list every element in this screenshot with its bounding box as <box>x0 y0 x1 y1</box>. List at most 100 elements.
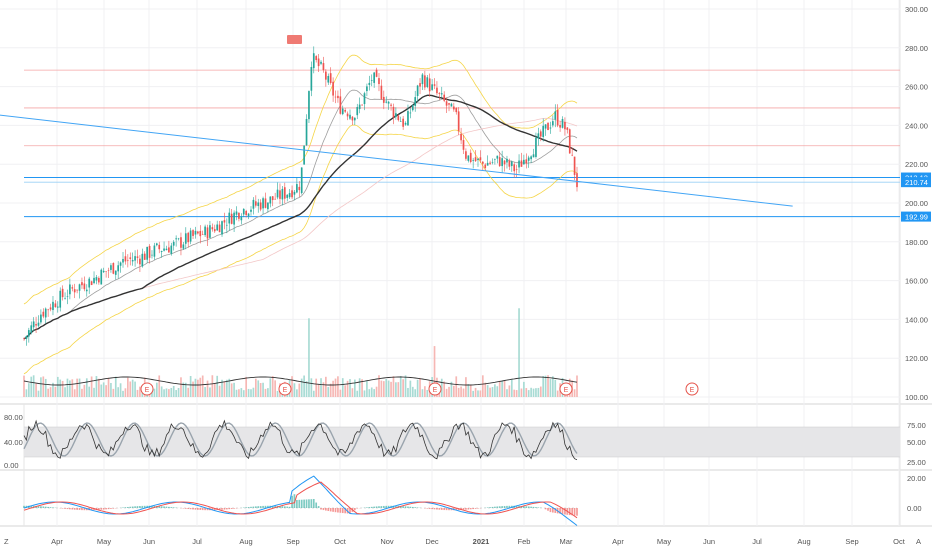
candle-body <box>95 277 98 281</box>
volume-bar <box>230 383 233 397</box>
candle-body <box>274 198 276 200</box>
main-price-pane[interactable] <box>0 0 900 404</box>
macd-histogram-bar <box>204 508 206 511</box>
candle-body <box>259 202 262 210</box>
candle-body <box>496 155 499 159</box>
candlesticks[interactable] <box>23 46 578 346</box>
macd-histogram-bar <box>332 508 334 512</box>
volume-bar <box>122 390 124 397</box>
candle-body <box>76 289 78 291</box>
volume-bar <box>228 378 231 397</box>
volume-bar <box>126 377 129 397</box>
trend-line[interactable] <box>0 114 793 207</box>
macd-histogram-bar <box>428 508 431 509</box>
earnings-marker[interactable]: E <box>140 382 154 396</box>
candle-body <box>206 227 209 239</box>
earnings-marker[interactable]: E <box>685 382 699 396</box>
volume-bar <box>129 381 132 397</box>
macd-histogram-bar <box>366 507 368 508</box>
macd-histogram-bar <box>525 506 528 508</box>
macd-histogram-bar <box>49 507 52 508</box>
volume-bar <box>366 380 368 397</box>
volume-bar <box>204 387 206 397</box>
volume-bar <box>98 378 100 397</box>
earnings-marker[interactable]: E <box>559 382 573 396</box>
candle-body <box>494 159 496 160</box>
candle-body <box>235 211 238 215</box>
volume-bar <box>35 383 37 397</box>
macd-histogram-bar <box>303 499 305 508</box>
candle-body <box>385 101 388 103</box>
candle-body <box>131 259 134 262</box>
candle-body <box>337 95 339 99</box>
candle-body <box>257 202 260 207</box>
price-tick-label: 120.00 <box>905 354 928 363</box>
macd-histogram-bar <box>199 508 202 510</box>
candle-body <box>23 338 25 340</box>
candle-body <box>204 226 206 236</box>
candle-body <box>373 72 375 83</box>
volume-bar <box>329 383 332 397</box>
volume-bar <box>40 377 42 397</box>
volume-bar <box>131 379 134 397</box>
candle-body <box>445 101 448 106</box>
macd-histogram-bar <box>245 507 248 508</box>
macd-histogram-bar <box>462 508 465 510</box>
macd-histogram-bar <box>523 506 525 508</box>
candle-body <box>81 282 83 286</box>
candle-body <box>288 193 291 198</box>
macd-histogram-bar <box>315 502 318 508</box>
macd-indicator <box>23 475 578 526</box>
volume-bar <box>489 387 491 397</box>
volume-bar <box>363 390 366 397</box>
macd-histogram-bar <box>353 508 356 511</box>
price-tick-label: 300.00 <box>905 5 928 14</box>
macd-histogram-bar <box>78 508 81 511</box>
candle-body <box>440 93 443 95</box>
macd-histogram-bar <box>571 508 574 516</box>
volume-bar <box>334 378 337 397</box>
volume-bar <box>443 381 446 397</box>
volume-bar <box>378 375 380 397</box>
macd-histogram-bar <box>433 508 436 510</box>
candle-body <box>148 245 151 258</box>
macd-histogram-bar <box>327 508 330 512</box>
volume-bar <box>42 376 45 397</box>
candle-body <box>194 230 197 235</box>
time-tick-label: Oct <box>893 537 906 546</box>
earnings-marker-circle <box>428 382 442 396</box>
candle-body <box>568 129 571 154</box>
volume-bar <box>124 388 127 397</box>
price-badge-text: 210.74 <box>905 178 928 187</box>
volume-bar <box>44 378 47 397</box>
candle-body <box>397 115 400 121</box>
candle-body <box>547 122 549 131</box>
macd-histogram-bar <box>81 508 83 511</box>
earnings-marker[interactable]: E <box>278 382 292 396</box>
candle-body <box>544 124 547 129</box>
volume-bar <box>172 385 175 397</box>
candle-body <box>151 254 153 256</box>
timezone-button[interactable]: Z <box>4 537 9 546</box>
candle-body <box>124 256 127 262</box>
candle-body <box>537 133 540 139</box>
candle-body <box>431 84 433 90</box>
macd-histogram-bar <box>211 508 214 511</box>
macd-histogram-bar <box>382 505 385 508</box>
auto-scale-button[interactable]: A <box>916 537 921 546</box>
horizontal-levels[interactable] <box>24 69 900 218</box>
macd-histogram-bar <box>503 505 506 508</box>
rsi-indicator <box>23 419 578 461</box>
volume-bar <box>472 390 475 397</box>
volume-bar <box>264 388 267 397</box>
candle-body <box>503 160 506 165</box>
earnings-marker[interactable]: E <box>428 382 442 396</box>
volume-bar <box>192 381 194 397</box>
macd-histogram-bar <box>489 507 491 508</box>
candle-body <box>539 131 542 137</box>
candle-body <box>250 209 252 212</box>
candle-body <box>54 303 57 308</box>
volume-bar <box>189 376 192 397</box>
